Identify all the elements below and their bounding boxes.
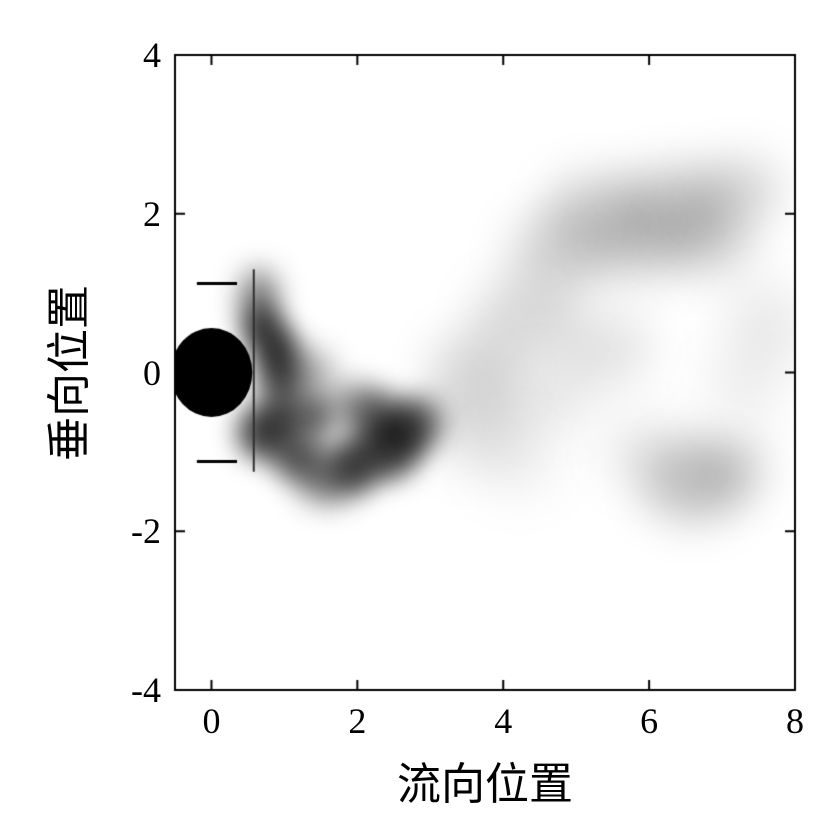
y-tick-label: 0 [143, 352, 161, 394]
x-tick-label: 6 [640, 700, 658, 742]
y-tick-label: -2 [131, 510, 161, 552]
chart-container: 垂向位置 流向位置 0 2 4 6 8 -4 -2 0 2 4 [0, 0, 834, 817]
x-tick-label: 0 [202, 700, 220, 742]
x-tick-label: 4 [494, 700, 512, 742]
x-axis-label: 流向位置 [397, 748, 573, 812]
y-tick-label: -4 [131, 669, 161, 711]
x-tick-label: 8 [786, 700, 804, 742]
y-tick-label: 2 [143, 193, 161, 235]
y-axis-label: 垂向位置 [33, 285, 97, 461]
plot-canvas [0, 0, 834, 817]
x-tick-label: 2 [348, 700, 366, 742]
y-tick-label: 4 [143, 34, 161, 76]
